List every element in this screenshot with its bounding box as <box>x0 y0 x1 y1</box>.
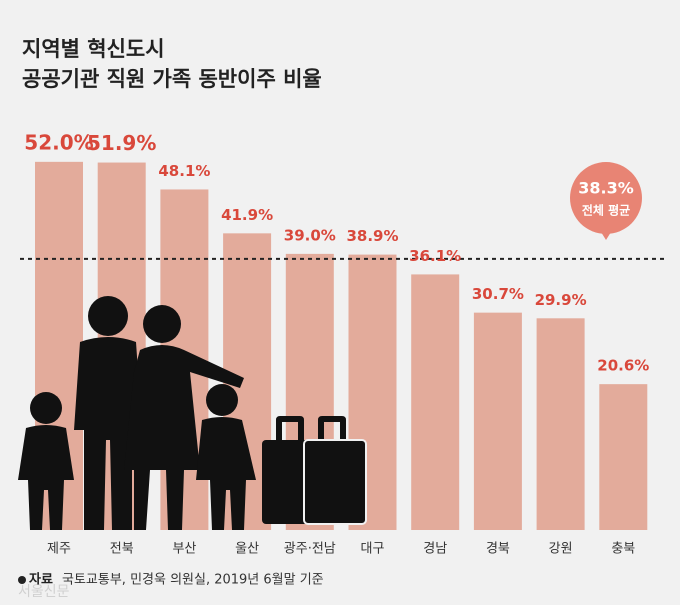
value-label: 52.0% <box>24 130 93 154</box>
x-tick-label: 경남 <box>423 542 447 557</box>
bar <box>411 274 460 530</box>
x-tick-label: 충북 <box>611 542 635 557</box>
source-text: 국토교통부, 민경욱 의원실, 2019년 6월말 기준 <box>62 573 324 588</box>
x-tick-label: 제주 <box>47 542 71 557</box>
watermark: 서울신문 <box>18 584 70 600</box>
labels: 52.0% 제주 51.9% 전북 48.1% 부산 41.9% 울산 39.0% 광주·전남 38… <box>24 130 649 556</box>
bar <box>473 312 522 530</box>
x-tick-label: 전북 <box>110 542 134 557</box>
value-label: 41.9% <box>221 206 273 224</box>
x-tick-label: 부산 <box>172 542 196 557</box>
average-bubble <box>570 162 642 234</box>
value-label: 29.9% <box>535 291 587 309</box>
value-label: 38.9% <box>346 227 398 245</box>
chart-title: 지역별 혁신도시 <box>22 37 165 61</box>
family-silhouette <box>18 296 367 530</box>
source-bullet <box>18 576 26 584</box>
x-tick-label: 광주·전남 <box>284 542 336 557</box>
average-group: 38.3% 전체 평균 <box>20 162 666 260</box>
average-text: 전체 평균 <box>582 203 630 218</box>
chart-title: 공공기관 직원 가족 동반이주 비율 <box>22 67 322 91</box>
value-label: 30.7% <box>472 285 524 303</box>
source-label: 자료 <box>29 573 53 588</box>
value-label: 51.9% <box>87 131 156 155</box>
x-tick-label: 울산 <box>235 542 259 557</box>
average-value: 38.3% <box>578 179 634 198</box>
bar <box>599 384 648 530</box>
value-label: 20.6% <box>597 357 649 375</box>
value-label: 36.1% <box>409 247 461 265</box>
value-label: 39.0% <box>284 226 336 244</box>
x-tick-label: 강원 <box>549 542 573 557</box>
value-label: 48.1% <box>158 162 210 180</box>
x-tick-label: 대구 <box>361 542 385 557</box>
bar <box>536 318 585 530</box>
x-tick-label: 경북 <box>486 542 510 557</box>
